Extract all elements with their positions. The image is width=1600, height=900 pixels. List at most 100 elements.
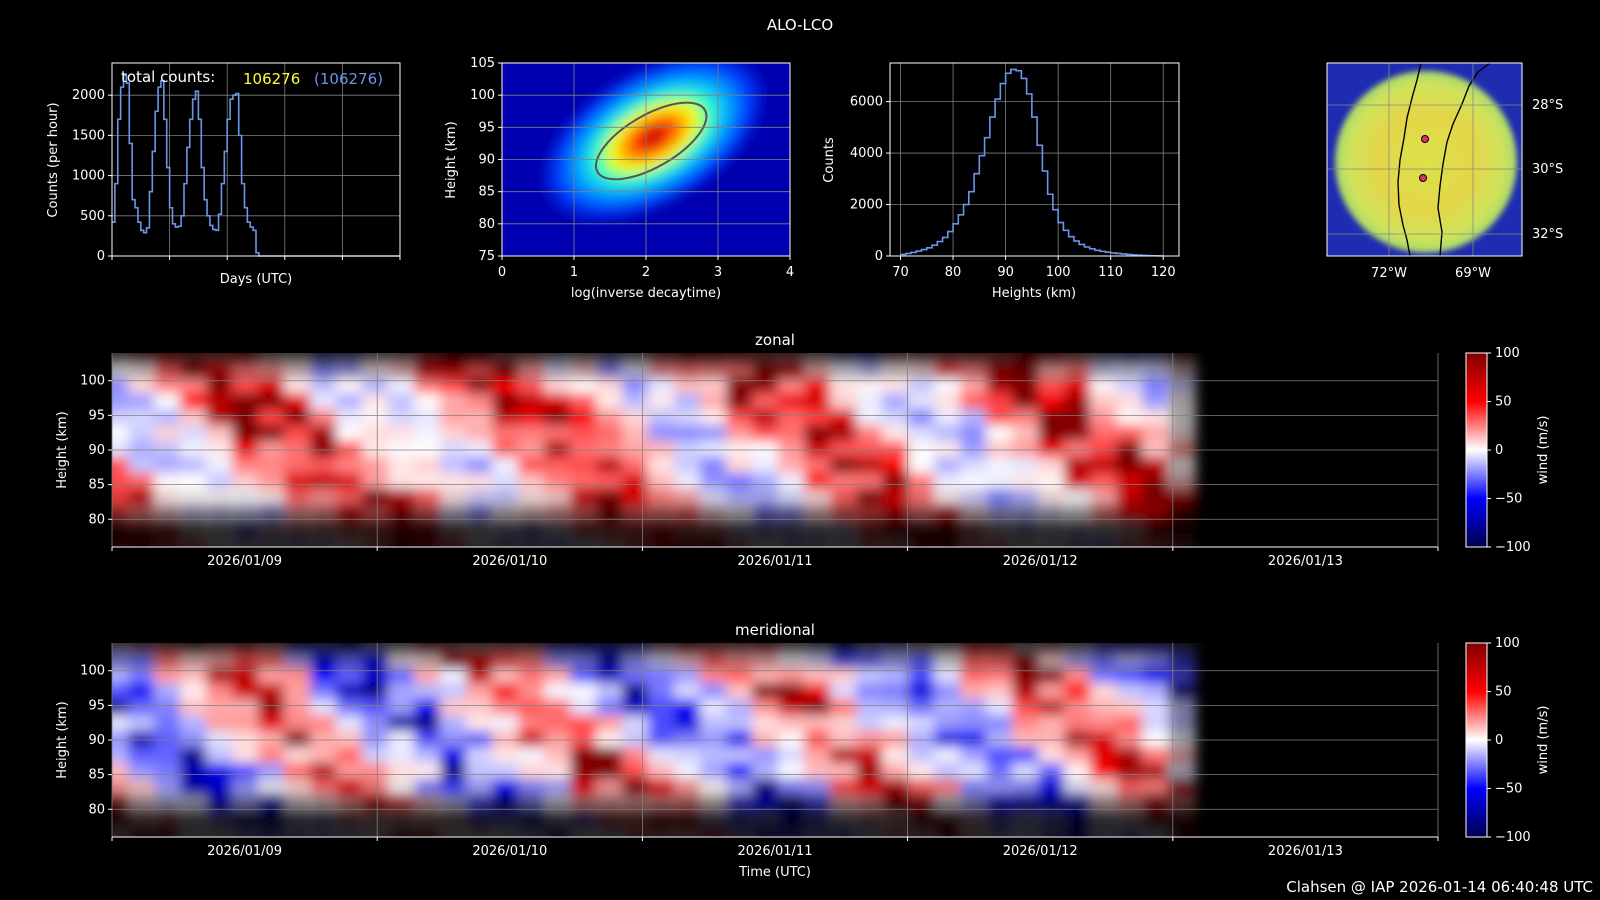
- wind-cell: [1038, 353, 1066, 363]
- wind-cell: [414, 473, 442, 491]
- wind-cell: [674, 353, 702, 363]
- wind-cell: [388, 353, 416, 363]
- wind-cell: [362, 489, 390, 507]
- wind-cell: [258, 489, 286, 507]
- wind-cell: [492, 667, 520, 685]
- wind-cell: [284, 489, 312, 507]
- wind-cell: [154, 779, 182, 797]
- wind-cell: [544, 811, 572, 829]
- wind-cell: [778, 763, 806, 781]
- wind-cell: [112, 537, 130, 547]
- wind-cell: [726, 353, 754, 363]
- wind-cell: [804, 489, 832, 507]
- wind-cell: [700, 505, 728, 523]
- decaytime-xtick-label: 1: [570, 265, 578, 280]
- wind-cell: [908, 651, 936, 669]
- wind-cell: [112, 651, 130, 669]
- wind-cell: [934, 457, 962, 475]
- wind-cell: [362, 457, 390, 475]
- wind-cell: [362, 667, 390, 685]
- wind-cell: [180, 425, 208, 443]
- wind-cell: [882, 715, 910, 733]
- wind-cell: [154, 377, 182, 395]
- wind-cell: [830, 763, 858, 781]
- wind-cell: [518, 795, 546, 813]
- meridional-grid: [111, 643, 1439, 837]
- wind-cell: [310, 353, 338, 363]
- wind-cell: [622, 747, 650, 765]
- wind-cell: [1038, 457, 1066, 475]
- wind-cell: [882, 747, 910, 765]
- wind-cell: [908, 827, 936, 837]
- wind-cell: [180, 521, 208, 539]
- wind-cell: [544, 651, 572, 669]
- histogram-xtick-label: 90: [997, 265, 1014, 280]
- colorbar-tick-label: −50: [1495, 782, 1522, 797]
- wind-cell: [492, 763, 520, 781]
- wind-cell: [284, 473, 312, 491]
- wind-cell: [882, 521, 910, 539]
- wind-cell: [830, 553, 858, 571]
- wind-cell: [336, 667, 364, 685]
- wind-cell: [206, 361, 234, 379]
- wind-cell: [414, 409, 442, 427]
- wind-cell: [284, 843, 312, 861]
- wind-cell: [336, 489, 364, 507]
- wind-cell: [856, 393, 884, 411]
- map-coastline: [1397, 63, 1422, 256]
- wind-cell: [882, 425, 910, 443]
- wind-cell: [310, 643, 338, 653]
- wind-cell: [310, 393, 338, 411]
- wind-cell: [986, 643, 1014, 653]
- wind-cell: [752, 651, 780, 669]
- wind-cell: [232, 683, 260, 701]
- wind-cell: [882, 683, 910, 701]
- wind-cell: [180, 811, 208, 829]
- wind-cell: [336, 779, 364, 797]
- wind-cell: [700, 643, 728, 653]
- wind-cell: [232, 473, 260, 491]
- wind-cell: [1142, 489, 1170, 507]
- wind-ytick-label: 90: [88, 733, 105, 748]
- wind-cell: [388, 643, 416, 653]
- wind-cell: [830, 747, 858, 765]
- wind-xtick-label: 2026/01/10: [472, 554, 547, 569]
- wind-cell: [336, 763, 364, 781]
- wind-cell: [1142, 651, 1170, 669]
- wind-cell: [258, 683, 286, 701]
- wind-cell: [570, 667, 598, 685]
- wind-cell: [154, 409, 182, 427]
- wind-cell: [1142, 353, 1170, 363]
- wind-cell: [180, 505, 208, 523]
- map-border: [1437, 63, 1491, 256]
- wind-cell: [804, 393, 832, 411]
- wind-cell: [648, 779, 676, 797]
- wind-cell: [206, 683, 234, 701]
- wind-cell: [778, 699, 806, 717]
- wind-cell: [492, 795, 520, 813]
- wind-cell: [830, 843, 858, 861]
- wind-cell: [726, 393, 754, 411]
- wind-cell: [700, 553, 728, 571]
- wind-cell: [180, 747, 208, 765]
- wind-cell: [336, 361, 364, 379]
- wind-cell: [1116, 667, 1144, 685]
- wind-cell: [1090, 361, 1118, 379]
- wind-cell: [752, 747, 780, 765]
- wind-cell: [388, 393, 416, 411]
- total-counts-value-paren: (106276): [314, 70, 383, 88]
- wind-cell: [830, 537, 858, 547]
- wind-cell: [596, 779, 624, 797]
- wind-cell: [700, 779, 728, 797]
- wind-cell: [544, 715, 572, 733]
- wind-cell: [440, 795, 468, 813]
- wind-cell: [388, 795, 416, 813]
- wind-cell: [804, 827, 832, 837]
- wind-cell: [180, 683, 208, 701]
- wind-cell: [544, 521, 572, 539]
- wind-cell: [258, 393, 286, 411]
- wind-cell: [1064, 651, 1092, 669]
- wind-cell: [440, 353, 468, 363]
- wind-cell: [336, 827, 364, 837]
- wind-cell: [934, 779, 962, 797]
